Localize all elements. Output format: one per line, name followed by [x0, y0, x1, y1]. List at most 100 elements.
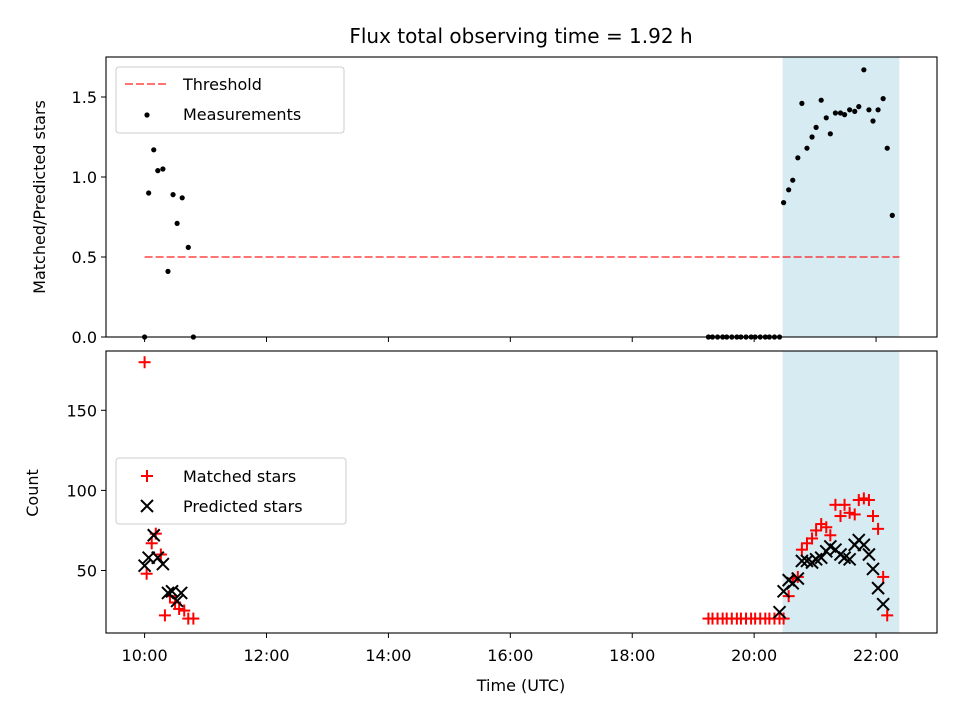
- top-ticks: 0.0 0.5 1.0 1.5: [72, 88, 877, 347]
- predicted-star-stroke-b: [800, 554, 814, 568]
- matched-star-marker: [838, 498, 851, 511]
- measurement-point: [827, 131, 833, 137]
- chart-title: Flux total observing time = 1.92 h: [349, 24, 692, 48]
- predicted-star-stroke-b: [791, 571, 805, 586]
- measurement-point: [847, 107, 853, 113]
- measurement-point: [837, 110, 844, 116]
- measurement-point: [174, 220, 180, 226]
- y-tick-label: 1.0: [72, 168, 97, 187]
- x-tick-label: 10:00: [122, 646, 168, 665]
- matched-star-marker: [852, 494, 865, 507]
- top-y-axis-label: Matched/Predicted stars: [30, 100, 49, 294]
- matched-star-marker: [178, 604, 191, 617]
- x-tick-label: 16:00: [487, 646, 533, 665]
- y-tick-label: 0.0: [72, 328, 97, 347]
- predicted-star-stroke-b: [866, 562, 880, 576]
- predicted-star-marker: [842, 552, 857, 567]
- predicted-star-marker: [862, 547, 876, 562]
- predicted-star-marker: [772, 605, 787, 619]
- predicted-star-stroke-b: [837, 550, 852, 565]
- measurement-point: [155, 168, 161, 174]
- matched-star-marker: [158, 609, 171, 622]
- matched-star-marker: [866, 510, 879, 523]
- legend-predicted-label: Predicted stars: [183, 497, 303, 516]
- matched-star-marker: [877, 570, 890, 583]
- measurement-point: [160, 166, 166, 172]
- measurement-point: [790, 177, 796, 183]
- measurement-point: [179, 195, 185, 201]
- y-tick-label: 1.5: [72, 88, 97, 107]
- bottom-panel: 50 100 150 10:00 12:00 14:00 16:00 18:00 20:00 22…: [23, 350, 938, 695]
- measurement-point: [823, 115, 829, 121]
- measurement-point: [799, 100, 805, 106]
- bottom-ticks: 50 100 150 10:00 12:00 14:00 16:00 18:00 20:00 22…: [66, 401, 899, 665]
- matched-star-marker: [145, 537, 158, 550]
- measurement-point: [875, 107, 881, 113]
- legend-box: [115, 457, 347, 525]
- predicted-star-stroke-b: [823, 539, 838, 554]
- measurement-point: [884, 145, 890, 151]
- matched-star-marker: [810, 524, 823, 537]
- predicted-star-stroke-b: [147, 528, 161, 542]
- measurement-point: [786, 187, 792, 193]
- y-tick-label: 150: [66, 401, 97, 420]
- predicted-star-marker: [876, 597, 890, 611]
- predicted-star-stroke-b: [174, 586, 188, 600]
- measurement-point: [170, 192, 176, 198]
- predicted-star-stroke-b: [772, 605, 787, 619]
- predicted-star-marker: [137, 558, 152, 573]
- matched-star-marker: [795, 543, 808, 556]
- x-tick-label: 18:00: [609, 646, 655, 665]
- measurement-points: [142, 67, 895, 340]
- matched-star-marker: [820, 521, 833, 534]
- predicted-legend-swatch: [140, 499, 154, 513]
- predicted-star-stroke-b: [876, 597, 890, 611]
- measurement-point: [151, 147, 157, 153]
- x-tick-label: 22:00: [853, 646, 899, 665]
- measurement-point: [781, 200, 787, 206]
- matched-star-marker: [140, 567, 153, 580]
- legend-threshold-label: Threshold: [182, 75, 262, 94]
- matched-star-marker: [173, 602, 186, 615]
- measurement-point: [795, 155, 801, 161]
- predicted-star-marker: [156, 557, 170, 571]
- y-tick-label: 100: [66, 481, 97, 500]
- count-points: [137, 356, 894, 625]
- measurement-point: [880, 96, 886, 102]
- measurement-point: [818, 97, 824, 103]
- predicted-star-stroke-b: [161, 586, 175, 600]
- legend-box: [115, 66, 345, 134]
- predicted-star-marker: [147, 528, 161, 542]
- measurement-point: [856, 104, 862, 110]
- x-tick-label: 12:00: [243, 646, 289, 665]
- matched-star-marker: [806, 532, 819, 545]
- matched-star-marker: [881, 609, 894, 622]
- bottom-axes-frame: [105, 350, 938, 634]
- predicted-star-stroke-b: [871, 581, 885, 595]
- measurement-point: [889, 212, 895, 218]
- matched-legend-swatch: [141, 470, 153, 482]
- predicted-star-marker: [170, 594, 184, 608]
- x-axis-label: Time (UTC): [476, 676, 565, 695]
- measurement-point: [804, 145, 810, 151]
- matched-star-marker: [777, 612, 790, 625]
- predicted-star-marker: [871, 581, 885, 595]
- top-axes-frame: [105, 56, 938, 338]
- y-tick-label: 50: [77, 562, 97, 581]
- measurement-point: [809, 134, 815, 140]
- measurement-point: [185, 244, 191, 250]
- top-panel: 0.0 0.5 1.0 1.5 Matched/Predicted stars Thr…: [30, 56, 938, 347]
- measurement-point: [841, 112, 848, 118]
- matched-star-marker: [872, 522, 885, 535]
- matched-star-marker: [824, 529, 837, 542]
- matched-star-marker: [857, 492, 870, 505]
- matched-star-marker: [848, 508, 861, 521]
- measurement-point: [861, 67, 867, 73]
- measurement-point: [852, 108, 858, 114]
- predicted-star-stroke-b: [857, 538, 871, 552]
- y-tick-label: 0.5: [72, 248, 97, 267]
- measurement-point: [146, 190, 152, 196]
- matched-star-marker: [187, 612, 200, 625]
- matched-star-marker: [862, 494, 875, 507]
- matched-star-marker: [138, 356, 151, 369]
